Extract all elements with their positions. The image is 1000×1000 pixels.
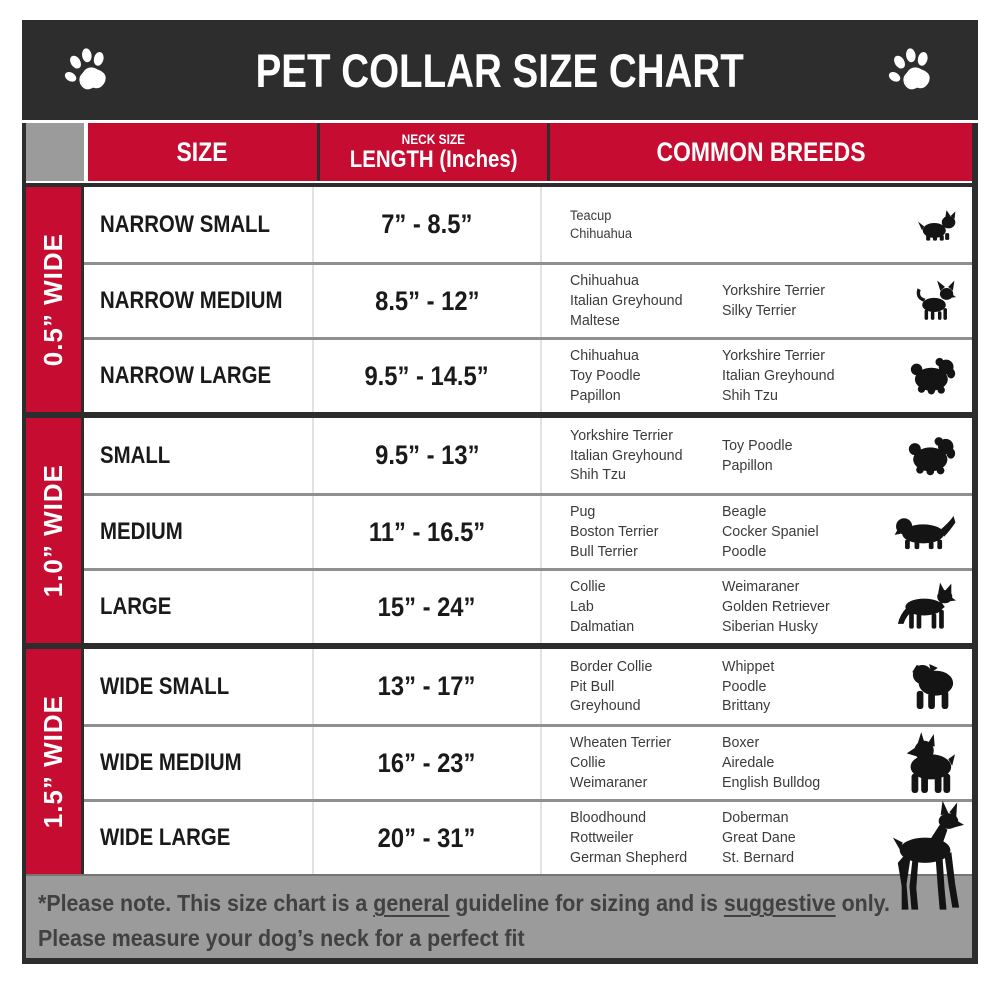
width-label-10: 1.0” WIDE xyxy=(26,418,84,643)
breeds-cell: Yorkshire Terrier Italian Greyhound Shih… xyxy=(542,418,972,493)
size-cell: NARROW MEDIUM xyxy=(84,265,314,337)
paw-icon xyxy=(886,45,938,95)
breed-list: Chihuahua Italian Greyhound Maltese xyxy=(570,272,683,329)
breeds-cell: Border Collie Pit Bull Greyhound Whippet… xyxy=(542,649,972,724)
chart-container: PET COLLAR SIZE CHART SIZE NECK xyxy=(22,20,978,964)
breed-list: Yorkshire Terrier Silky Terrier xyxy=(722,282,825,319)
note-line-2: Please measure your dog’s neck for a per… xyxy=(38,924,525,951)
breed-list: Doberman Great Dane St. Bernard xyxy=(722,809,796,866)
table-body: 0.5” WIDE NARROW SMALL 7” - 8.5” Teacup … xyxy=(26,183,972,910)
table-row: LARGE 15” - 24” Collie Lab Dalmatian Wei… xyxy=(84,568,972,643)
corner-cell xyxy=(26,123,84,181)
table-row: NARROW LARGE 9.5” - 14.5” Chihuahua Toy … xyxy=(84,337,972,412)
table-row: NARROW SMALL 7” - 8.5” Teacup Chihuahua xyxy=(84,187,972,262)
title-bar: PET COLLAR SIZE CHART xyxy=(22,20,978,120)
table-header-row: SIZE NECK SIZE LENGTH (Inches) COMMON BR… xyxy=(26,123,972,181)
boxer-icon xyxy=(898,732,956,794)
neck-length-cell: 20” - 31” xyxy=(314,802,542,874)
neck-length-cell: 15” - 24” xyxy=(314,571,542,643)
breed-list: Toy Poodle Papillon xyxy=(722,436,793,474)
breed-list: Boxer Airedale English Bulldog xyxy=(722,734,821,791)
table-row: SMALL 9.5” - 13” Yorkshire Terrier Itali… xyxy=(84,418,972,493)
breeds-cell: Collie Lab Dalmatian Weimaraner Golden R… xyxy=(542,571,972,643)
breed-list: Chihuahua Toy Poodle Papillon xyxy=(570,347,641,404)
shih-tzu-icon xyxy=(910,356,956,396)
size-cell: NARROW LARGE xyxy=(84,340,314,412)
breed-list: Yorkshire Terrier Italian Greyhound Shih… xyxy=(722,347,835,404)
note-line-1: *Please note. This size chart is a gener… xyxy=(38,890,890,916)
german-shepherd-icon xyxy=(896,582,956,632)
breed-list: Wheaten Terrier Collie Weimaraner xyxy=(570,734,672,791)
page-title: PET COLLAR SIZE CHART xyxy=(255,43,745,97)
breed-list: Weimaraner Golden Retriever Siberian Hus… xyxy=(722,578,830,635)
column-header-common-breeds: COMMON BREEDS xyxy=(547,123,972,181)
neck-length-cell: 8.5” - 12” xyxy=(314,265,542,337)
breeds-cell: Teacup Chihuahua xyxy=(542,187,972,262)
breeds-cell: Chihuahua Italian Greyhound Maltese York… xyxy=(542,265,972,337)
size-cell: LARGE xyxy=(84,571,314,643)
breeds-cell: Wheaten Terrier Collie Weimaraner Boxer … xyxy=(542,727,972,799)
doberman-icon xyxy=(890,800,964,918)
table: SIZE NECK SIZE LENGTH (Inches) COMMON BR… xyxy=(22,123,978,964)
table-row: WIDE SMALL 13” - 17” Border Collie Pit B… xyxy=(84,649,972,724)
width-group-05: 0.5” WIDE NARROW SMALL 7” - 8.5” Teacup … xyxy=(26,187,972,412)
width-label-15: 1.5” WIDE xyxy=(26,649,84,874)
neck-length-cell: 9.5” - 13” xyxy=(314,418,542,493)
table-row: WIDE LARGE 20” - 31” Bloodhound Rottweil… xyxy=(84,799,972,910)
size-cell: NARROW SMALL xyxy=(84,187,314,262)
neck-length-cell: 16” - 23” xyxy=(314,727,542,799)
breed-list: Teacup Chihuahua xyxy=(570,207,633,241)
yorkshire-terrier-icon xyxy=(918,208,956,241)
neck-length-cell: 7” - 8.5” xyxy=(314,187,542,262)
column-header-neck-size: NECK SIZE LENGTH (Inches) xyxy=(317,123,547,181)
column-header-size: SIZE xyxy=(88,123,317,181)
breed-list: Bloodhound Rottweiler German Shepherd xyxy=(570,809,688,866)
breed-list: Collie Lab Dalmatian xyxy=(570,578,635,635)
breed-list: Pug Boston Terrier Bull Terrier xyxy=(570,503,659,560)
paw-icon xyxy=(62,45,114,95)
width-group-10: 1.0” WIDE SMALL 9.5” - 13” Yorkshire Ter… xyxy=(26,412,972,643)
dachshund-icon xyxy=(894,513,956,551)
breeds-cell: Bloodhound Rottweiler German Shepherd Do… xyxy=(542,800,972,910)
breed-list: Beagle Cocker Spaniel Poodle xyxy=(722,503,819,560)
underlined-word: general xyxy=(373,890,450,916)
size-cell: MEDIUM xyxy=(84,496,314,568)
pekingese-icon xyxy=(908,435,956,477)
size-cell: WIDE MEDIUM xyxy=(84,727,314,799)
table-row: MEDIUM 11” - 16.5” Pug Boston Terrier Bu… xyxy=(84,493,972,568)
size-cell: SMALL xyxy=(84,418,314,493)
size-cell: WIDE LARGE xyxy=(84,802,314,874)
breed-list: Border Collie Pit Bull Greyhound xyxy=(570,657,653,715)
size-cell: WIDE SMALL xyxy=(84,649,314,724)
pit-bull-icon xyxy=(910,662,956,712)
neck-length-cell: 13” - 17” xyxy=(314,649,542,724)
table-row: NARROW MEDIUM 8.5” - 12” Chihuahua Itali… xyxy=(84,262,972,337)
breed-list: Whippet Poodle Brittany xyxy=(722,657,775,715)
neck-length-cell: 9.5” - 14.5” xyxy=(314,340,542,412)
breed-list: Yorkshire Terrier Italian Greyhound Shih… xyxy=(570,426,683,484)
footer-note: *Please note. This size chart is a gener… xyxy=(26,874,972,958)
width-label-05: 0.5” WIDE xyxy=(26,187,84,412)
neck-length-cell: 11” - 16.5” xyxy=(314,496,542,568)
chihuahua-icon xyxy=(912,280,956,322)
underlined-word: suggestive xyxy=(723,890,836,916)
table-row: WIDE MEDIUM 16” - 23” Wheaten Terrier Co… xyxy=(84,724,972,799)
width-group-15: 1.5” WIDE WIDE SMALL 13” - 17” Border Co… xyxy=(26,643,972,910)
breeds-cell: Pug Boston Terrier Bull Terrier Beagle C… xyxy=(542,496,972,568)
breeds-cell: Chihuahua Toy Poodle Papillon Yorkshire … xyxy=(542,340,972,412)
